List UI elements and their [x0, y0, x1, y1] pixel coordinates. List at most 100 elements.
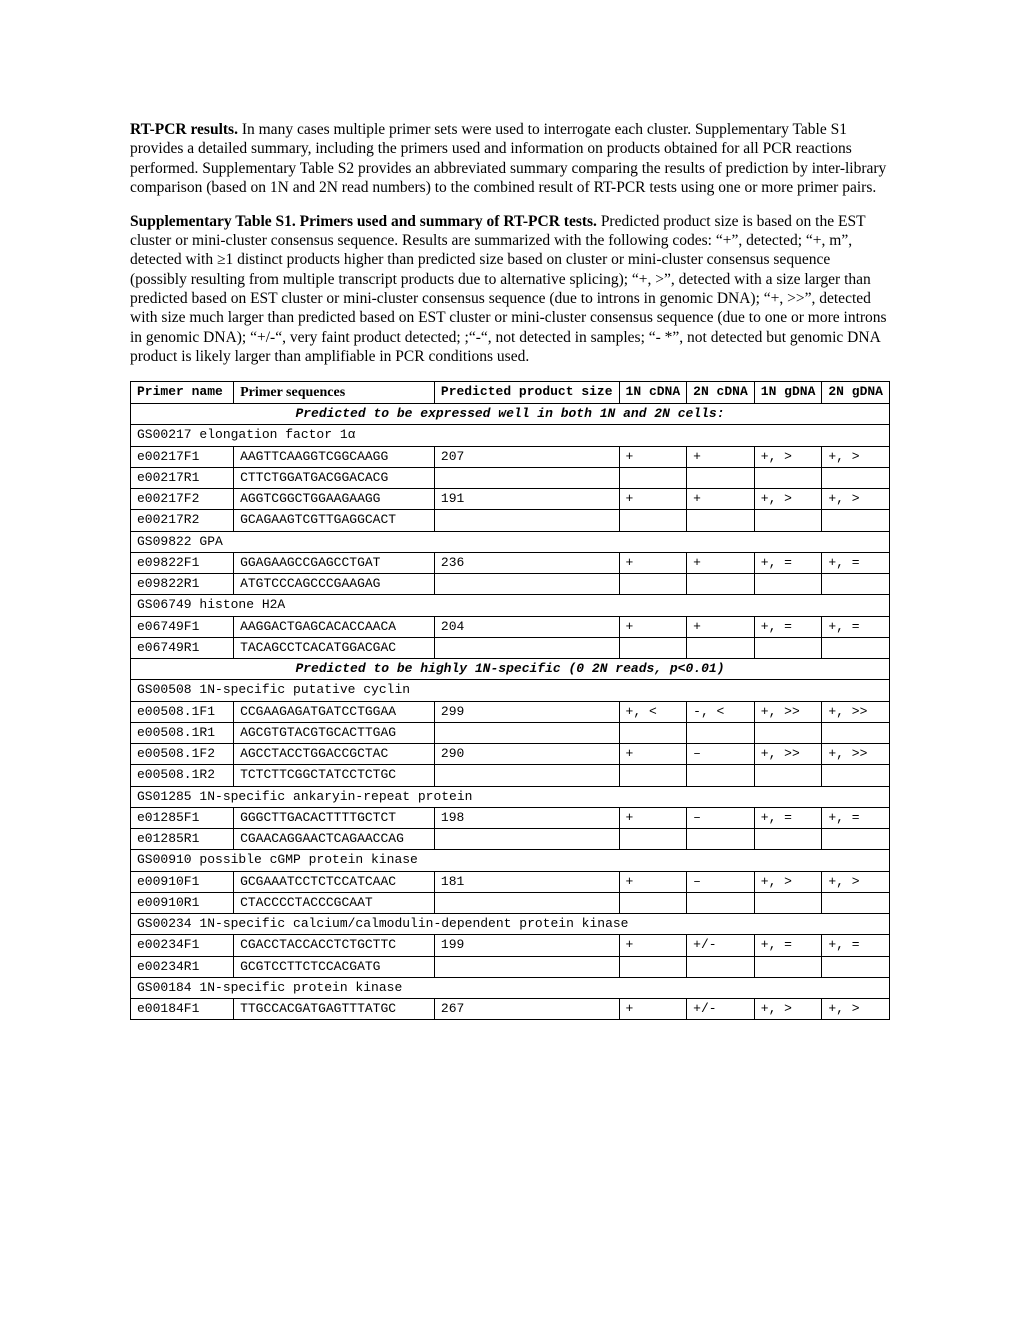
header-2n-cdna: 2N cDNA: [687, 381, 755, 404]
para2-text: Predicted product size is based on the E…: [130, 213, 887, 366]
para2-heading: Supplementary Table S1. Primers used and…: [130, 213, 597, 230]
data-cell: [822, 956, 890, 977]
data-cell: +, >>: [754, 701, 822, 722]
paragraph-1: RT-PCR results. In many cases multiple p…: [130, 120, 890, 198]
data-cell: –: [687, 744, 755, 765]
data-cell: +: [619, 999, 687, 1020]
data-cell: e00217R1: [131, 467, 234, 488]
data-cell: +: [619, 552, 687, 573]
data-cell: e00508.1R1: [131, 722, 234, 743]
table-row: GS09822 GPA: [131, 531, 890, 552]
table-row: e00217F1AAGTTCAAGGTCGGCAAGG207+++, >+, >: [131, 446, 890, 467]
data-cell: 290: [434, 744, 619, 765]
header-1n-cdna: 1N cDNA: [619, 381, 687, 404]
para1-text: In many cases multiple primer sets were …: [130, 121, 886, 196]
table-row: e00234R1GCGTCCTTCTCCACGATG: [131, 956, 890, 977]
data-cell: [434, 829, 619, 850]
description-cell: GS00234 1N-specific calcium/calmodulin-d…: [131, 914, 890, 935]
table-row: e09822F1GGAGAAGCCGAGCCTGAT236+++, =+, =: [131, 552, 890, 573]
data-cell: [619, 956, 687, 977]
data-cell: TACAGCCTCACATGGACGAC: [234, 637, 435, 658]
data-cell: [822, 892, 890, 913]
data-cell: +: [687, 489, 755, 510]
description-cell: GS00217 elongation factor 1α: [131, 425, 890, 446]
table-row: Predicted to be highly 1N-specific (0 2N…: [131, 659, 890, 680]
table-row: e01285F1GGGCTTGACACTTTTGCTCT198+–+, =+, …: [131, 807, 890, 828]
data-cell: e00217F1: [131, 446, 234, 467]
data-cell: CTTCTGGATGACGGACACG: [234, 467, 435, 488]
data-cell: [687, 510, 755, 531]
data-cell: [754, 765, 822, 786]
data-cell: +, =: [754, 552, 822, 573]
data-cell: [754, 892, 822, 913]
data-cell: +: [687, 446, 755, 467]
data-cell: e00910R1: [131, 892, 234, 913]
data-cell: +: [619, 446, 687, 467]
data-cell: GCGTCCTTCTCCACGATG: [234, 956, 435, 977]
data-cell: e00508.1R2: [131, 765, 234, 786]
data-cell: 267: [434, 999, 619, 1020]
data-cell: +, =: [822, 807, 890, 828]
data-cell: GGAGAAGCCGAGCCTGAT: [234, 552, 435, 573]
data-cell: e00508.1F1: [131, 701, 234, 722]
section-header-cell: Predicted to be expressed well in both 1…: [131, 404, 890, 425]
data-cell: AGGTCGGCTGGAAGAAGG: [234, 489, 435, 510]
data-cell: ATGTCCCAGCCCGAAGAG: [234, 574, 435, 595]
data-cell: +, <: [619, 701, 687, 722]
table-row: e00217R2GCAGAAGTCGTTGAGGCACT: [131, 510, 890, 531]
header-predicted-size: Predicted product size: [434, 381, 619, 404]
data-cell: -, <: [687, 701, 755, 722]
data-cell: +/-: [687, 999, 755, 1020]
data-cell: 204: [434, 616, 619, 637]
data-cell: TCTCTTCGGCTATCCTCTGC: [234, 765, 435, 786]
data-cell: 299: [434, 701, 619, 722]
data-cell: [822, 829, 890, 850]
data-cell: +, >: [822, 446, 890, 467]
data-cell: +: [619, 807, 687, 828]
data-cell: [687, 722, 755, 743]
data-cell: +, >>: [822, 744, 890, 765]
data-cell: +: [687, 616, 755, 637]
table-row: GS00217 elongation factor 1α: [131, 425, 890, 446]
data-cell: [687, 574, 755, 595]
section-header-cell: Predicted to be highly 1N-specific (0 2N…: [131, 659, 890, 680]
data-cell: [754, 637, 822, 658]
data-cell: 191: [434, 489, 619, 510]
table-row: e06749R1TACAGCCTCACATGGACGAC: [131, 637, 890, 658]
data-cell: AAGTTCAAGGTCGGCAAGG: [234, 446, 435, 467]
data-cell: [687, 637, 755, 658]
data-cell: [822, 574, 890, 595]
data-cell: [434, 637, 619, 658]
data-cell: [434, 765, 619, 786]
data-cell: +, >: [822, 489, 890, 510]
primer-table: Primer name Primer sequences Predicted p…: [130, 381, 890, 1021]
data-cell: CCGAAGAGATGATCCTGGAA: [234, 701, 435, 722]
data-cell: +, >: [754, 489, 822, 510]
data-cell: [754, 574, 822, 595]
data-cell: –: [687, 871, 755, 892]
table-row: e00508.1R2TCTCTTCGGCTATCCTCTGC: [131, 765, 890, 786]
data-cell: GCGAAATCCTCTCCATCAAC: [234, 871, 435, 892]
data-cell: +: [687, 552, 755, 573]
data-cell: [754, 510, 822, 531]
description-cell: GS01285 1N-specific ankaryin-repeat prot…: [131, 786, 890, 807]
table-row: e00910R1CTACCCCTACCCGCAAT: [131, 892, 890, 913]
data-cell: e01285R1: [131, 829, 234, 850]
data-cell: [434, 956, 619, 977]
data-cell: +, >: [754, 446, 822, 467]
data-cell: 198: [434, 807, 619, 828]
data-cell: +, =: [754, 616, 822, 637]
table-row: e00910F1GCGAAATCCTCTCCATCAAC181+–+, >+, …: [131, 871, 890, 892]
data-cell: [434, 467, 619, 488]
data-cell: [754, 956, 822, 977]
data-cell: AGCGTGTACGTGCACTTGAG: [234, 722, 435, 743]
header-2n-gdna: 2N gDNA: [822, 381, 890, 404]
data-cell: 199: [434, 935, 619, 956]
data-cell: e00234F1: [131, 935, 234, 956]
data-cell: e00184F1: [131, 999, 234, 1020]
data-cell: +: [619, 744, 687, 765]
data-cell: e00508.1F2: [131, 744, 234, 765]
table-row: GS06749 histone H2A: [131, 595, 890, 616]
table-row: GS00184 1N-specific protein kinase: [131, 977, 890, 998]
data-cell: e00910F1: [131, 871, 234, 892]
